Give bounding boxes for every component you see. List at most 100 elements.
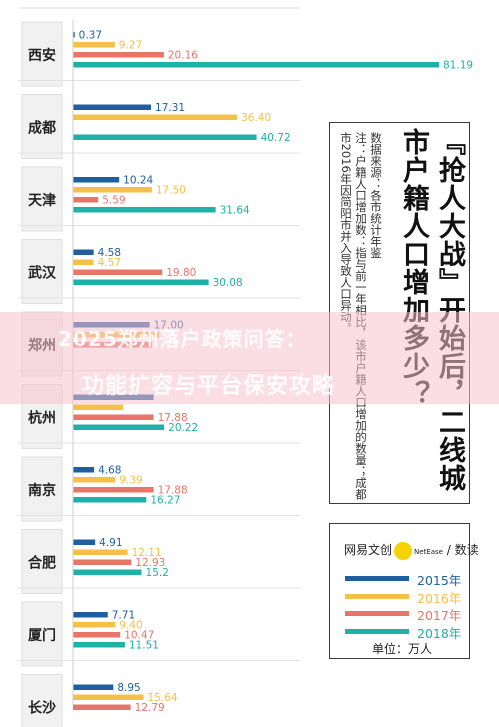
bar-2018年 <box>73 207 216 213</box>
value-label: 16.27 <box>150 495 180 507</box>
promo-overlay[interactable] <box>0 312 499 404</box>
value-label: 17.50 <box>156 185 186 197</box>
bar-2016年 <box>73 404 124 410</box>
bar-2016年 <box>73 42 115 48</box>
value-label: 7.71 <box>112 610 135 622</box>
city-label-box <box>21 166 63 232</box>
legend-swatch <box>345 593 409 599</box>
bar-2018年 <box>73 134 257 140</box>
value-label: 12.79 <box>135 702 165 714</box>
value-label: 12.11 <box>132 547 162 559</box>
legend-label: 2018年 <box>417 625 462 641</box>
overlay-text-2[interactable]: 功能扩容与平台保安攻略 <box>82 374 336 399</box>
brand-sub: 数读 <box>454 543 479 557</box>
city-label: 成都 <box>28 120 56 137</box>
bar-2015年 <box>73 249 94 255</box>
bar-2017年 <box>73 269 163 275</box>
city-label-box <box>21 601 63 667</box>
bar-2016年 <box>73 259 94 265</box>
bar-2016年 <box>73 549 128 555</box>
bar-2018年 <box>73 642 125 648</box>
city-label: 天津 <box>28 192 56 209</box>
value-label: 5.59 <box>102 195 125 207</box>
bar-2017年 <box>73 704 131 710</box>
bar-2015年 <box>73 612 108 618</box>
legend-item: 2017年 <box>345 606 465 623</box>
value-label: 11.51 <box>129 640 159 652</box>
value-label: 9.27 <box>119 40 142 52</box>
value-label: 4.57 <box>98 257 121 269</box>
bar-2018年 <box>73 497 147 503</box>
value-label: 10.47 <box>124 630 154 642</box>
bar-2018年 <box>73 569 142 575</box>
value-label: 15.64 <box>148 692 178 704</box>
value-label: 9.39 <box>119 475 142 487</box>
value-label: 9.40 <box>119 620 142 632</box>
legend-swatch <box>345 576 409 581</box>
city-label: 合肥 <box>28 555 56 572</box>
value-label: 0.37 <box>79 30 102 42</box>
city-label: 杭州 <box>28 410 56 427</box>
city-label-box <box>21 94 63 159</box>
bar-2018年 <box>73 424 165 430</box>
city-label: 南京 <box>28 482 56 499</box>
bar-2015年 <box>73 104 152 110</box>
legend-label: 2017年 <box>417 608 462 623</box>
brand-logo: 网易文创 NetEase / 数读 <box>344 541 479 560</box>
city-label: 长沙 <box>28 700 56 717</box>
bar-2016年 <box>73 477 116 483</box>
bar-2018年 <box>73 62 439 68</box>
bar-2015年 <box>73 177 120 183</box>
bar-2016年 <box>73 694 144 700</box>
value-label: 4.68 <box>98 465 121 477</box>
bar-2015年 <box>73 32 75 38</box>
legend-swatch <box>345 628 409 634</box>
bar-2018年 <box>73 279 209 285</box>
value-label: 17.31 <box>155 102 185 114</box>
value-label: 40.72 <box>261 132 291 144</box>
chart-note: 数据来源：各市统计年鉴 注：户籍人口增加数：指与前一年相比，该市户籍人口增加的数量… <box>339 132 383 500</box>
bar-2016年 <box>73 187 152 193</box>
value-label: 8.95 <box>117 682 140 694</box>
value-label: 36.40 <box>241 112 271 124</box>
value-label: 4.91 <box>99 537 122 549</box>
bar-2015年 <box>73 684 114 690</box>
city-label: 西安 <box>28 47 56 64</box>
value-label: 19.80 <box>166 267 196 279</box>
city-label: 武汉 <box>28 265 57 282</box>
legend-label: 2016年 <box>417 590 462 606</box>
brand-name: 网易文创 <box>344 543 393 557</box>
bar-2017年 <box>73 197 99 203</box>
bar-2017年 <box>73 559 132 565</box>
value-label: 20.16 <box>168 50 198 62</box>
brand-tag: NetEase <box>414 548 443 556</box>
bar-2017年 <box>73 632 121 638</box>
bar-2017年 <box>73 52 164 58</box>
value-label: 30.08 <box>213 277 243 289</box>
bar-2017年 <box>73 487 154 493</box>
legend-item: 2018年 <box>345 624 465 641</box>
value-label: 4.58 <box>98 247 121 259</box>
city-label-box <box>21 674 63 727</box>
value-label: 15.2 <box>146 567 169 579</box>
legend-item: 2016年 <box>345 589 465 606</box>
city-label-box <box>21 21 63 87</box>
value-label: 31.64 <box>220 205 250 217</box>
value-label: 17.88 <box>158 485 188 497</box>
value-label: 81.19 <box>443 60 473 72</box>
bar-2016年 <box>73 622 116 628</box>
legend-swatch <box>345 611 409 616</box>
city-label-box <box>21 239 63 304</box>
city-label-box <box>21 456 63 522</box>
city-label: 厦门 <box>28 627 56 644</box>
unit-label: 单位：万人 <box>372 642 433 656</box>
value-label: 10.24 <box>123 175 153 187</box>
brand-dot-icon <box>394 541 413 560</box>
bar-2015年 <box>73 467 95 473</box>
overlay-text-1[interactable]: 2025郑州落户政策问答： <box>58 327 307 351</box>
bar-2016年 <box>73 114 238 120</box>
bar-2015年 <box>73 539 96 545</box>
value-label: 17.88 <box>158 412 188 424</box>
value-label: 20.22 <box>168 422 198 434</box>
value-label: 12.93 <box>135 557 165 569</box>
